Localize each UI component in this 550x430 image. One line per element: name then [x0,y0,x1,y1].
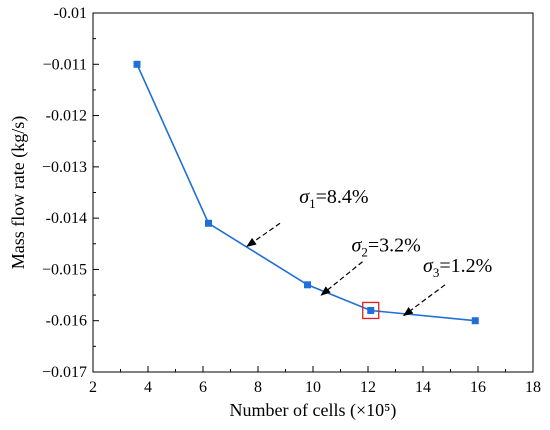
x-tick-label: 4 [144,379,152,396]
x-tick-label: 12 [360,379,376,396]
annotation-arrow [246,222,281,247]
y-axis-ticks: −0.017 -0.016 −0.015 -0.014 −0.013 -0.012 −0.0… [42,5,99,381]
y-tick-label: −0.013 [42,159,87,176]
y-axis-title: Mass flow rate (kg/s) [8,116,29,269]
x-axis-title: Number of cells (×10⁵) [230,400,397,421]
data-point [304,281,311,289]
x-tick-label: 18 [525,379,541,396]
plot-frame [92,12,534,373]
y-tick-label: −0.017 [42,364,87,381]
y-tick-label: -0.01 [54,5,87,22]
x-tick-label: 6 [199,379,207,396]
annotation-label: σ3=1.2% [423,255,492,280]
y-tick-label: -0.014 [46,210,87,227]
data-point [367,306,375,314]
annotations: σ1=8.4% σ2=3.2%σ3=1.2% [246,186,492,317]
x-tick-label: 10 [305,379,321,396]
y-tick-label: −0.011 [43,56,87,73]
x-tick-label: 2 [89,379,97,396]
x-tick-label: 16 [470,379,486,396]
data-point [205,219,212,227]
y-tick-label: -0.012 [46,108,87,125]
y-tick-label: −0.015 [42,261,87,278]
data-point [471,317,479,325]
annotation-arrow [320,261,363,296]
y-tick-label: -0.016 [46,313,87,330]
x-tick-label: 14 [415,379,431,396]
annotation-arrow [402,284,446,317]
x-axis-ticks: 2 4 6 8 10 12 14 16 18 [89,366,541,396]
data-point [133,60,141,68]
x-tick-label: 8 [254,379,262,396]
highlight-box [362,301,380,320]
annotation-label: σ2=3.2% [352,234,421,259]
annotation-label: σ1=8.4% [299,186,368,211]
